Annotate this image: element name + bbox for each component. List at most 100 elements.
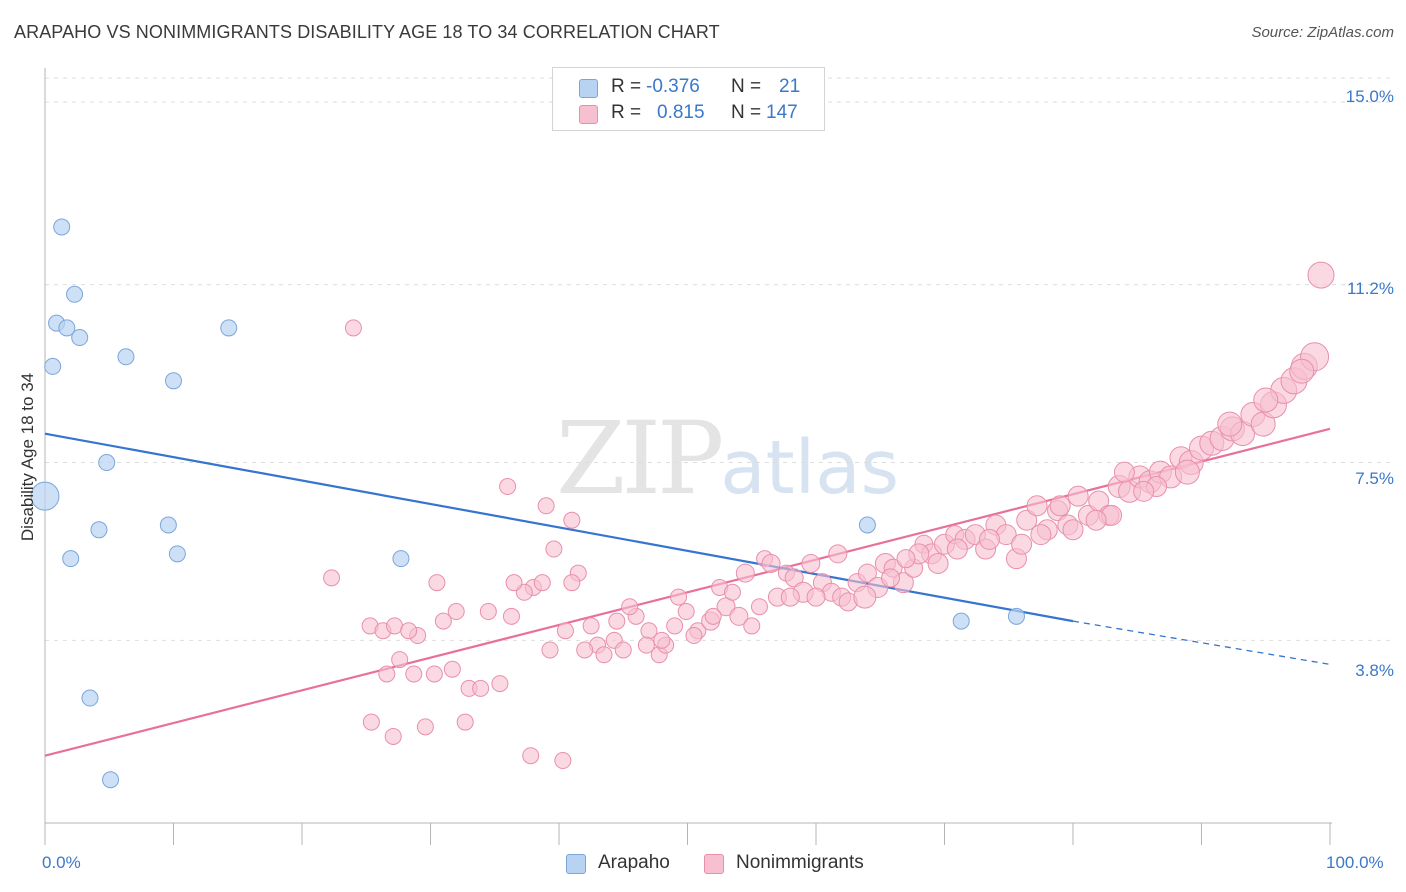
nonimmigrants-point [857,563,877,583]
nonimmigrants-point [614,641,632,659]
nonimmigrants-point [391,651,409,669]
legend-n-label: N = [731,76,762,97]
arapaho-point [30,481,60,511]
nonimmigrants-point [729,606,749,626]
nonimmigrants-points [323,261,1335,770]
arapaho-points [30,218,1025,789]
nonimmigrants-point [1026,495,1048,517]
nonimmigrants-point [927,552,949,574]
watermark: ZIPatlas [556,400,899,517]
nonimmigrants-point [533,574,551,592]
nonimmigrants-point [479,603,497,621]
chart-title: ARAPAHO VS NONIMMIGRANTS DISABILITY AGE … [14,22,720,42]
nonimmigrants-point [881,568,901,588]
nonimmigrants-point [761,553,781,573]
nonimmigrants-point [1113,461,1135,483]
nonimmigrants-point [505,574,523,592]
nonimmigrants-point [750,598,768,616]
nonimmigrants-point [1062,519,1084,541]
nonimmigrants-point [537,497,555,515]
legend-row-arapaho: R = -0.376 N = 21 [553,76,824,100]
nonimmigrants-point [434,612,452,630]
nonimmigrants-point [666,617,684,635]
y-tick-label-3-8: 3.8% [1355,661,1394,680]
arapaho-legend-label: Arapaho [598,852,670,873]
nonimmigrants-point [405,665,423,683]
x-tick-label-100: 100.0% [1326,853,1384,872]
nonimmigrants-point [1067,485,1089,507]
legend-row-nonimmigrants: R = 0.815 N = 147 [553,102,824,126]
nonimmigrants-point [323,569,341,587]
nonimmigrants-point [621,598,639,616]
nonimmigrants-point [502,607,520,625]
nonimmigrants-point [522,747,540,765]
legend-r-value: 0.815 [657,102,705,123]
nonimmigrants-point [447,603,465,621]
nonimmigrants-point [677,603,695,621]
x-tick-label-0: 0.0% [42,853,81,872]
arapaho-point [44,357,62,375]
legend-r-value: -0.376 [646,76,700,97]
nonimmigrants-point [670,588,688,606]
nonimmigrants-point [743,617,761,635]
correlation-legend: R = -0.376 N = 21 R = 0.815 N = 147 [552,67,825,131]
nonimmigrants-point [801,553,821,573]
nonimmigrants-point [595,646,613,664]
nonimmigrants-point [1011,533,1033,555]
watermark-atlas: atlas [720,425,900,511]
arapaho-point [53,218,71,236]
nonimmigrants-point [1174,459,1200,485]
arapaho-swatch [579,79,598,98]
nonimmigrants-point [425,665,443,683]
arapaho-point [159,516,177,534]
nonimmigrants-point [428,574,446,592]
watermark-zip: ZIP [556,400,724,517]
arapaho-point [98,454,116,472]
arapaho-point [102,771,120,789]
nonimmigrants-point [1133,480,1155,502]
legend-r-label: R = [611,102,642,123]
arapaho-point [392,550,410,568]
nonimmigrants-point [443,660,461,678]
nonimmigrants-point [1253,387,1279,413]
arapaho-point [165,372,182,390]
nonimmigrants-point [685,627,703,645]
nonimmigrants-point [491,675,509,693]
arapaho-point [220,319,238,337]
legend-n-value: 147 [766,102,798,123]
nonimmigrants-point [576,641,594,659]
arapaho-point [90,521,108,539]
nonimmigrants-point [637,636,655,654]
nonimmigrants-point [378,665,396,683]
nonimmigrants-point [1085,509,1107,531]
nonimmigrants-point [499,478,517,496]
nonimmigrants-point [1030,524,1052,546]
nonimmigrants-point [608,612,626,630]
nonimmigrants-legend-label: Nonimmigrants [736,852,864,873]
nonimmigrants-point [545,540,563,558]
nonimmigrants-point [556,622,574,640]
arapaho-point [858,516,876,534]
axes [44,68,1332,845]
nonimmigrants-point [563,574,581,592]
nonimmigrants-point [386,617,404,635]
arapaho-trend-line [44,432,1074,623]
nonimmigrants-point [400,622,418,640]
arapaho-point [58,319,76,337]
nonimmigrants-point [456,713,474,731]
nonimmigrants-point [554,752,572,770]
nonimmigrants-point [784,568,804,588]
arapaho-point [1007,607,1025,625]
source-label: Source: ZipAtlas.com [1251,24,1394,41]
arapaho-point [71,329,89,347]
legend-n-value: 21 [779,76,801,97]
nonimmigrants-point [541,641,559,659]
legend-n-label: N = [731,102,762,123]
arapaho-legend-swatch [566,854,586,874]
arapaho-point [952,612,970,630]
nonimmigrants-point [416,718,434,736]
nonimmigrants-point [1049,495,1071,517]
nonimmigrants-point [384,727,402,745]
legend-r-label: R = [611,76,642,97]
